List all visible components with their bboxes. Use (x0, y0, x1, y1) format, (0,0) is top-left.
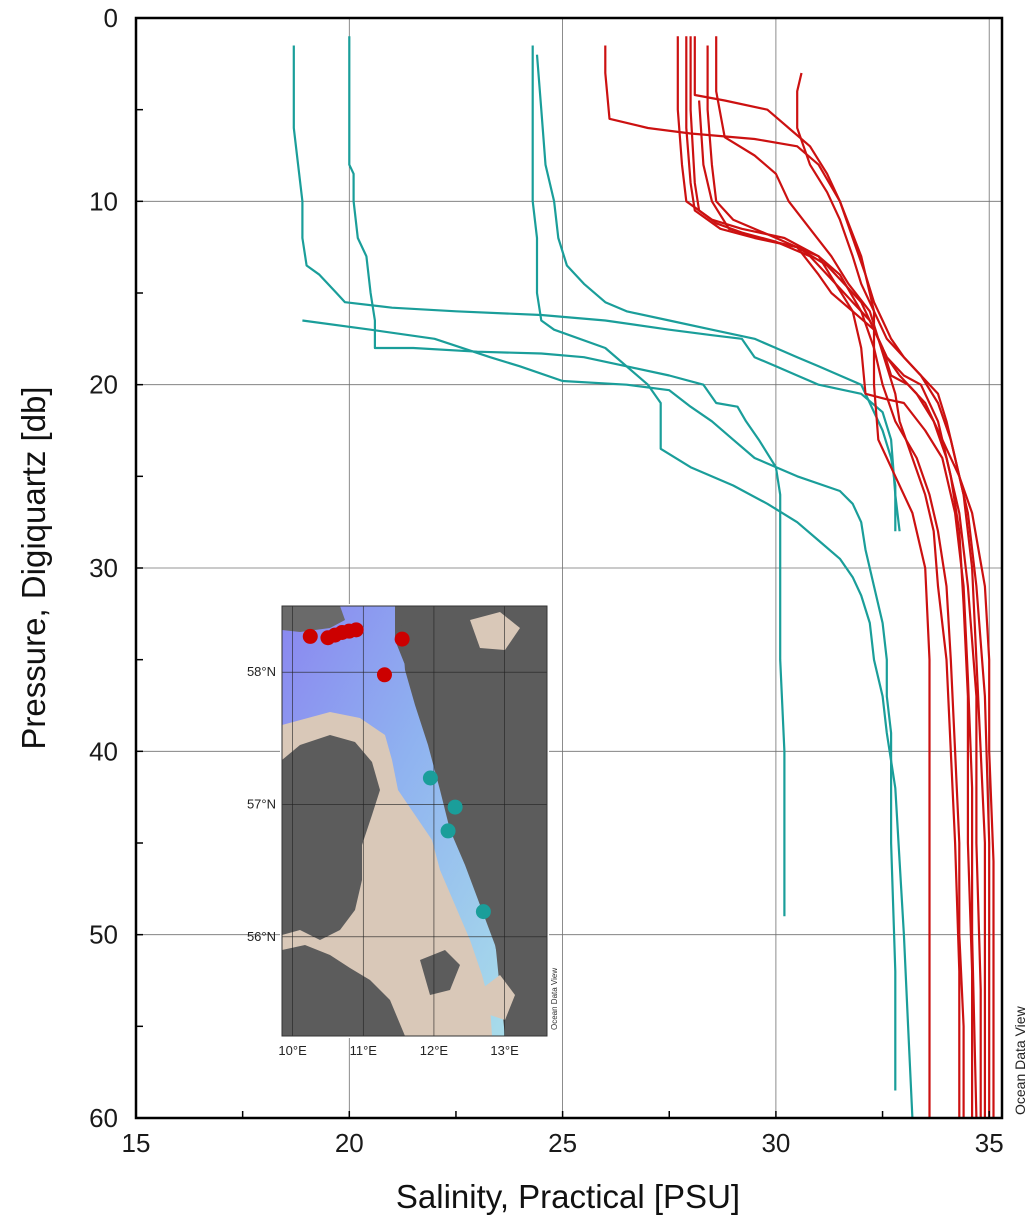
x-tick-label: 30 (761, 1128, 790, 1158)
map-swedish-coast (400, 606, 547, 1036)
map-lat-label: 56°N (247, 929, 276, 944)
salinity-profiles (292, 36, 995, 1118)
northern-salinity-profile (715, 36, 961, 1118)
northern-salinity-profile (689, 36, 978, 1118)
station-marker-northern (376, 667, 392, 683)
y-tick-label: 40 (89, 736, 118, 766)
y-tick-label: 50 (89, 920, 118, 950)
map-lon-label: 10°E (278, 1043, 307, 1058)
station-marker-northern (394, 631, 410, 647)
station-marker-southern (422, 770, 438, 786)
x-tick-label: 20 (335, 1128, 364, 1158)
station-marker-southern (440, 823, 456, 839)
map-jutland-land (282, 735, 380, 940)
inset-map-border (281, 605, 548, 1037)
northern-salinity-profile (796, 72, 986, 1118)
x-axis-title: Salinity, Practical [PSU] (396, 1178, 740, 1215)
x-tick-label: 15 (122, 1128, 151, 1158)
credit-label: Ocean Data View (1012, 1005, 1028, 1115)
x-tick-label: 25 (548, 1128, 577, 1158)
axis-tick-marks (135, 17, 990, 1119)
station-marker-southern (447, 799, 463, 815)
map-danish-islands (282, 945, 460, 1036)
grid-lines (135, 17, 1002, 1119)
map-land-patch (480, 975, 515, 1020)
y-tick-label: 30 (89, 553, 118, 583)
y-axis-title: Pressure, Digiquartz [db] (15, 386, 52, 749)
map-lon-label: 12°E (420, 1043, 449, 1058)
map-lat-label: 58°N (247, 664, 276, 679)
map-credit: Ocean Data View (550, 968, 559, 1030)
southern-salinity-profile (292, 45, 901, 532)
axis-tick-labels: 15 20 25 30 35 0 10 20 30 40 50 60 (89, 3, 1004, 1158)
map-tick-labels: 10°E 11°E 12°E 13°E 58°N 57°N 56°N (247, 664, 519, 1058)
map-stations (302, 622, 491, 920)
station-marker-northern (348, 622, 364, 638)
map-lon-label: 11°E (350, 1043, 378, 1058)
y-tick-label: 10 (89, 186, 118, 216)
map-norway-coast (282, 606, 345, 632)
y-tick-label: 0 (104, 3, 118, 33)
map-lat-label: 57°N (247, 796, 276, 811)
southern-salinity-profile (531, 45, 914, 1118)
southern-salinity-profile (302, 319, 897, 1091)
y-tick-label: 60 (89, 1103, 118, 1133)
y-tick-label: 20 (89, 370, 118, 400)
x-tick-label: 35 (975, 1128, 1004, 1158)
map-grid-lines (282, 606, 547, 1036)
inset-map: 10°E 11°E 12°E 13°E 58°N 57°N 56°N Ocean Data … (247, 604, 559, 1058)
station-marker-northern (302, 628, 318, 644)
station-marker-southern (475, 904, 491, 920)
map-land-patch (470, 612, 520, 650)
map-lon-label: 13°E (490, 1043, 519, 1058)
northern-salinity-profile (693, 36, 991, 1118)
